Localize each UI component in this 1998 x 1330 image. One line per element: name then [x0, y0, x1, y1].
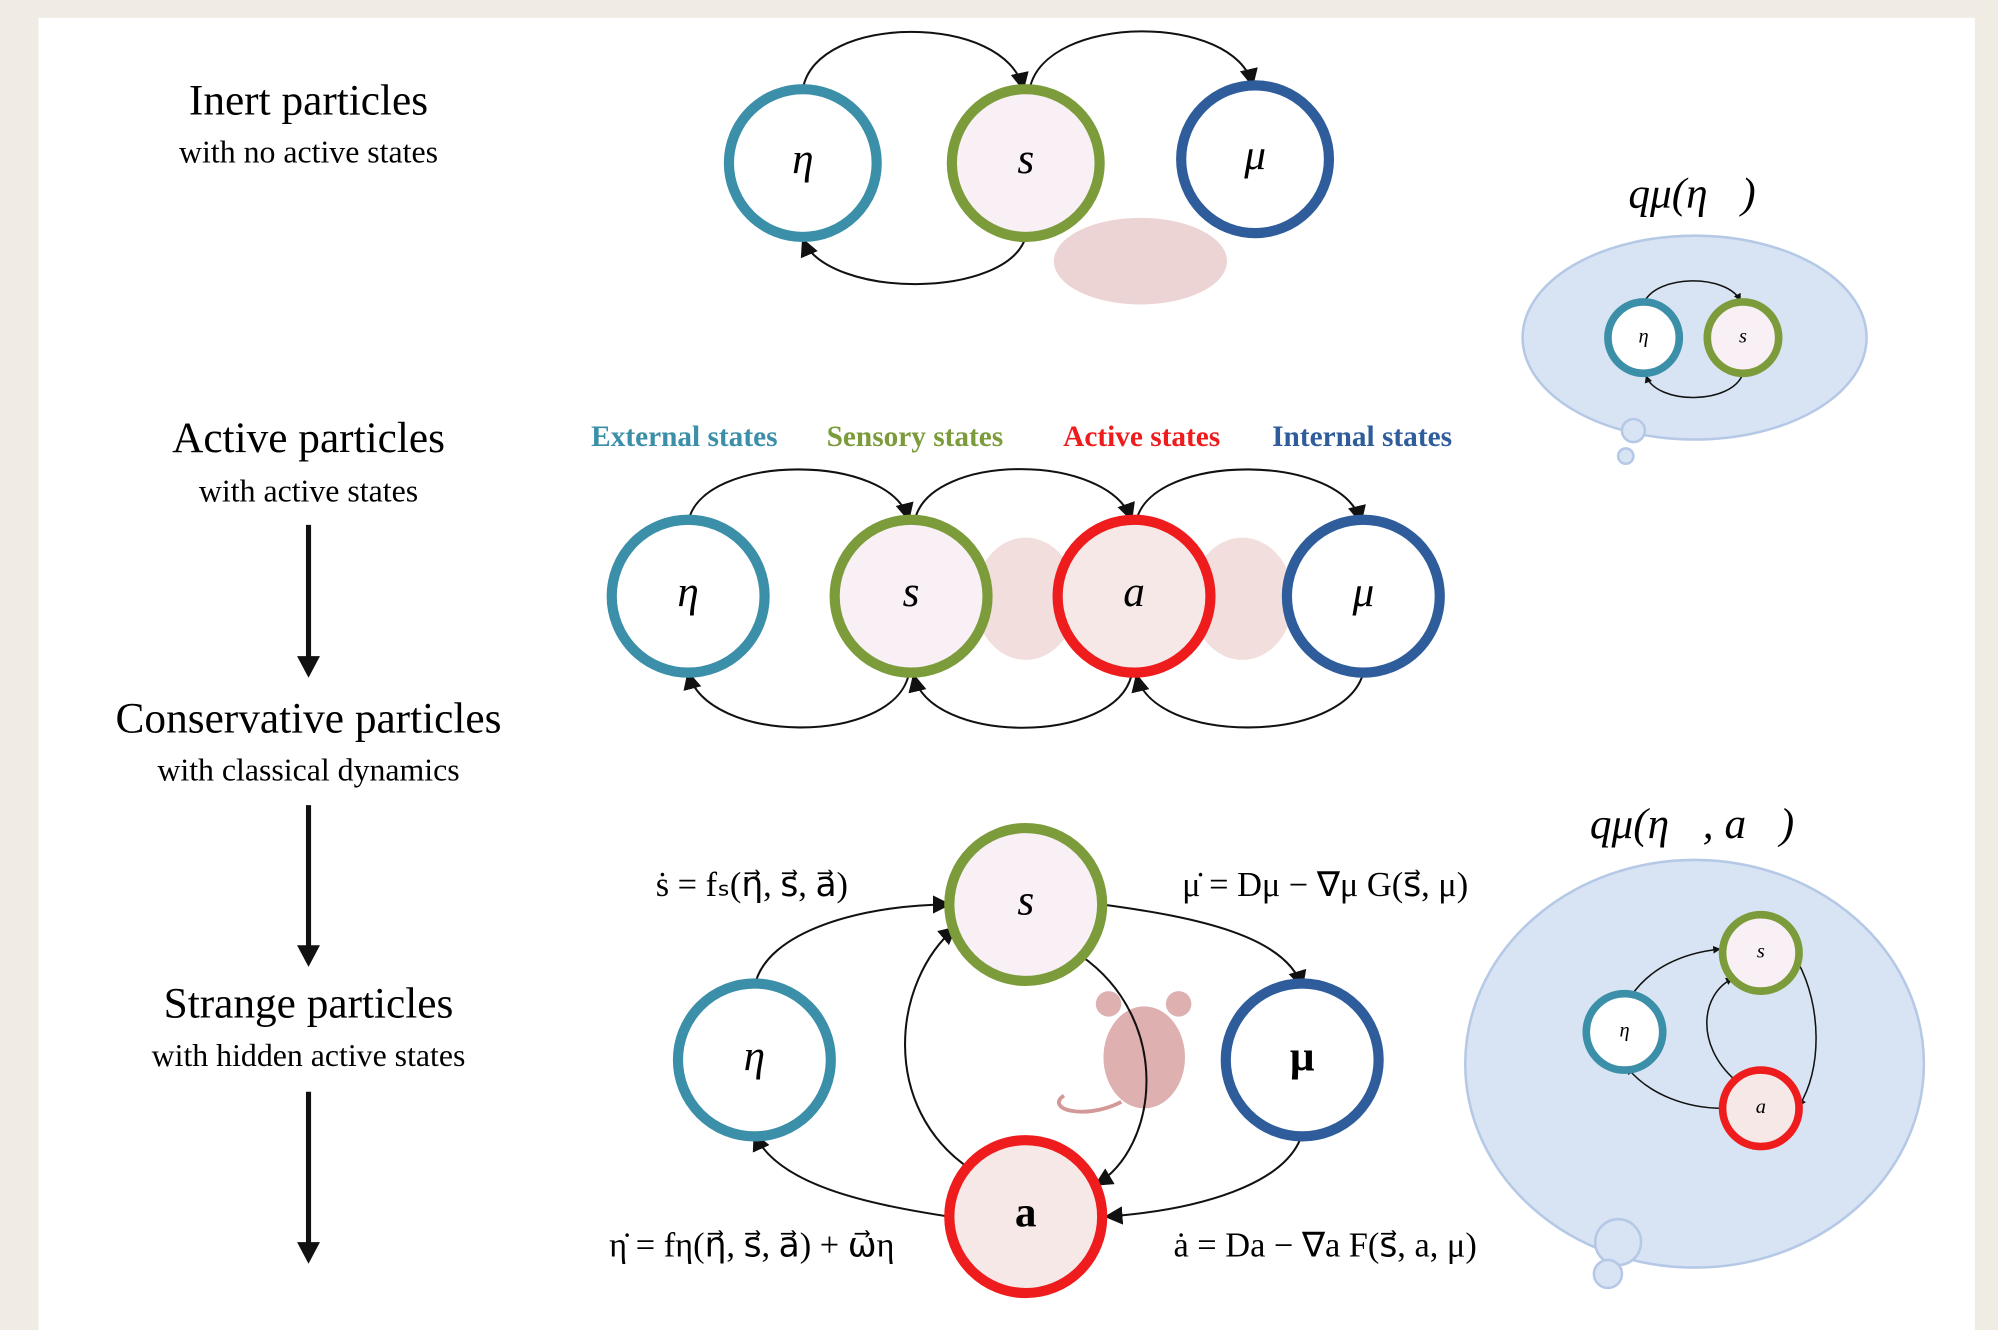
state-node: [723, 84, 882, 243]
thought-cloud: [1521, 234, 1868, 465]
node-label: η: [677, 568, 698, 616]
state-node: [1718, 1066, 1803, 1151]
row-title: Strange particles: [164, 980, 454, 1028]
state-node: [1604, 298, 1684, 378]
rock-image: [1053, 217, 1228, 305]
thought-cloud: [1463, 858, 1926, 1290]
row-title: Active particles: [172, 414, 445, 462]
equation: ṡ = fₛ(η⃗, s⃗, a⃗): [656, 866, 848, 904]
node-label: s: [903, 568, 920, 616]
node-label: μ: [1243, 131, 1266, 179]
connection-arrows: [683, 30, 1817, 1225]
state-node: [829, 514, 993, 678]
row-title: Inert particles: [189, 76, 428, 124]
state-node: [944, 822, 1108, 987]
state-node: [606, 514, 770, 678]
row-subtitle: with classical dynamics: [157, 753, 459, 788]
state-node: [944, 1135, 1108, 1299]
state-node: [1281, 514, 1445, 678]
node-label: η: [744, 1032, 765, 1080]
state-node: [1718, 910, 1803, 995]
node-label: a: [1123, 568, 1145, 616]
node-label: s: [1757, 941, 1765, 963]
state-node: [1052, 514, 1216, 678]
legend-label: Internal states: [1272, 421, 1452, 453]
node-label: η: [1639, 325, 1649, 347]
state-node: [1176, 80, 1335, 239]
state-node: [1220, 978, 1384, 1142]
node-label: η: [1619, 1020, 1629, 1042]
row-title: Conservative particles: [116, 694, 502, 742]
node-label: s: [1017, 135, 1034, 183]
belief-label: qμ(η⃗, a⃗): [1590, 800, 1794, 848]
node-label: a: [1756, 1096, 1766, 1118]
row-subtitle: with hidden active states: [152, 1038, 466, 1073]
belief-label: qμ(η⃗): [1628, 169, 1755, 217]
state-node: [1703, 298, 1783, 378]
equation: η̇ = fη(η⃗, s⃗, a⃗) + ω⃗η: [609, 1226, 894, 1264]
node-label: s: [1739, 325, 1747, 347]
row-subtitle: with active states: [199, 474, 418, 509]
legend-label: External states: [591, 421, 777, 453]
legend-label: Sensory states: [827, 421, 1004, 453]
state-node: [1582, 989, 1667, 1074]
cell-image: [1191, 537, 1294, 660]
state-node: [946, 84, 1105, 243]
legend-label: Active states: [1063, 421, 1220, 453]
equation: ȧ = Da − ∇a F(s⃗, a, μ): [1173, 1226, 1476, 1264]
node-label: s: [1017, 876, 1034, 924]
row-subtitle: with no active states: [179, 135, 438, 170]
progression-arrow: [297, 524, 320, 1264]
state-node: [672, 978, 836, 1142]
cell-image: [974, 537, 1077, 660]
node-label: μ: [1290, 1032, 1315, 1080]
equation: μ̇ = Dμ − ∇μ G(s⃗, μ): [1182, 866, 1468, 904]
node-label: μ: [1351, 568, 1374, 616]
node-label: a: [1015, 1189, 1037, 1237]
node-label: η: [792, 135, 813, 183]
